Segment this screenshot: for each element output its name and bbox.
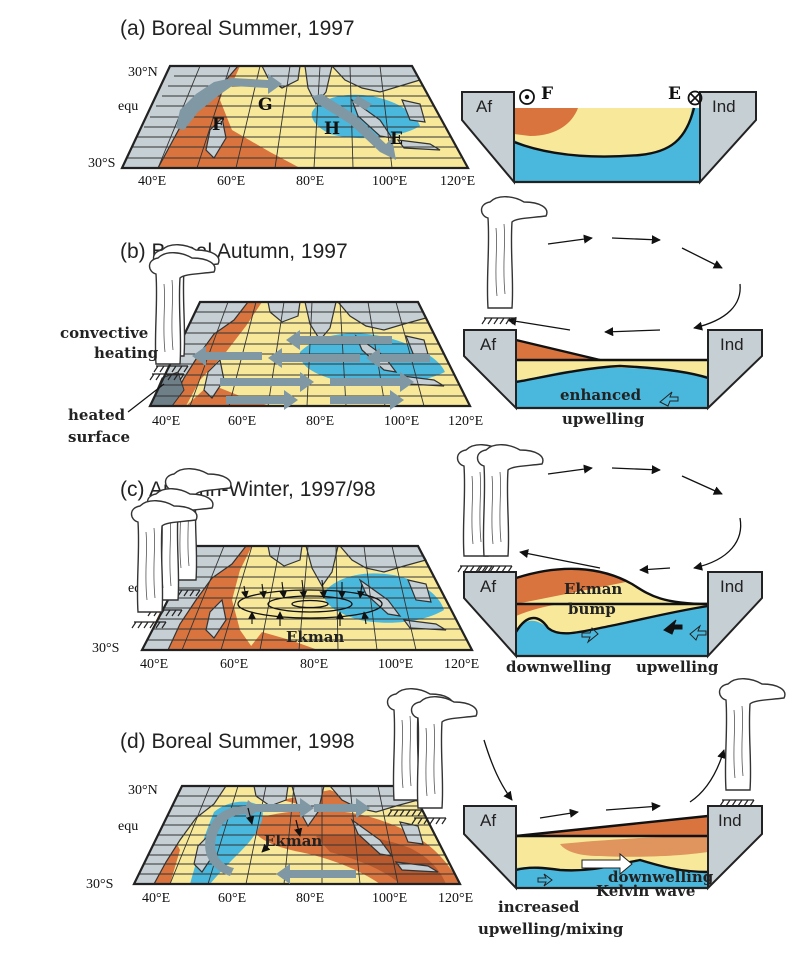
region-label-h: H: [324, 119, 340, 139]
panel-b-lon-120: 120°E: [448, 414, 483, 429]
region-label-g: G: [258, 95, 273, 115]
box-d-label-ind: Ind: [718, 811, 742, 830]
panel-c-map: Ekman: [140, 544, 474, 652]
annotation-ekman-c: Ekman: [286, 628, 344, 646]
panel-c-lat-30s: 30°S: [92, 641, 119, 656]
panel-c-section-box: Af Ind Ekman bump downwelling upwelling: [463, 567, 763, 676]
box-c-text-downwelling: downwelling: [506, 658, 612, 676]
box-a-marker-f: F: [541, 84, 553, 104]
panel-c-lon-100: 100°E: [378, 657, 413, 672]
downwelling-arrow-icon: [581, 627, 599, 644]
annotation-surface: surface: [68, 428, 130, 446]
panel-b: (b) Boreal Autumn, 1997: [60, 196, 763, 446]
box-d-label-af: Af: [480, 811, 496, 830]
panel-d-circulation: [483, 739, 727, 819]
box-c-label-ind: Ind: [720, 577, 744, 596]
region-label-f: F: [212, 115, 224, 135]
panel-b-circulation: [507, 234, 741, 337]
box-c-text-bump: bump: [568, 600, 616, 618]
box-a-label-ind: Ind: [712, 97, 736, 116]
panel-d: (d) Boreal Summer, 1998 30°N equ 30°S: [86, 678, 786, 938]
panel-c-circulation: [519, 464, 742, 574]
panel-a-lon-80: 80°E: [296, 174, 324, 189]
panel-d-lat-30n: 30°N: [128, 783, 158, 798]
box-d-text-kelvin-wave: Kelvin wave: [596, 882, 695, 900]
panel-a-title: (a) Boreal Summer, 1997: [120, 17, 355, 40]
panel-b-lon-40: 40°E: [152, 414, 180, 429]
box-c-text-ekman: Ekman: [564, 580, 622, 598]
upwelling-arrow-icon-filled: [663, 619, 683, 635]
panel-a-section-box: Af Ind F E: [461, 84, 757, 185]
panel-b-section-box: Af Ind enhanced upwelling: [463, 329, 763, 428]
box-c-text-upwelling: upwelling: [636, 658, 719, 676]
box-b-label-ind: Ind: [720, 335, 744, 354]
panel-d-lat-equ: equ: [118, 819, 138, 834]
box-d-text-downwelling: downwelling: [608, 868, 714, 886]
panel-a-lat-equ: equ: [118, 99, 138, 114]
panel-b-lon-80: 80°E: [306, 414, 334, 429]
region-label-e: E: [390, 129, 403, 149]
panel-d-lon-60: 60°E: [218, 891, 246, 906]
panel-c-lon-40: 40°E: [140, 657, 168, 672]
panel-d-lon-100: 100°E: [372, 891, 407, 906]
panel-a-lon-120: 120°E: [440, 174, 475, 189]
annotation-convective: convective: [60, 324, 148, 342]
box-a-marker-e: E: [668, 84, 681, 104]
box-b-label-af: Af: [480, 335, 496, 354]
upwelling-arrow-icon: [659, 391, 679, 407]
box-d-text-increased: increased: [498, 898, 580, 916]
panel-d-lon-80: 80°E: [296, 891, 324, 906]
into-page-icon: [687, 90, 703, 106]
box-b-text-enhanced: enhanced: [560, 386, 642, 404]
panel-d-lon-120: 120°E: [438, 891, 473, 906]
box-d-text-upwelling-mixing: upwelling/mixing: [478, 920, 624, 938]
panel-d-lat-30s: 30°S: [86, 877, 113, 892]
panel-a-lon-40: 40°E: [138, 174, 166, 189]
panel-b-lon-60: 60°E: [228, 414, 256, 429]
kelvin-wave-arrow-icon: [581, 852, 633, 876]
panel-c-lon-120: 120°E: [444, 657, 479, 672]
box-b-text-upwelling: upwelling: [562, 410, 645, 428]
upwelling-arrow-icon: [689, 624, 707, 641]
annotation-ekman-d: Ekman: [264, 832, 322, 850]
panel-c: (c) Autumn-Winter, 1997/98 equ 30°S: [92, 444, 763, 676]
panel-a-lon-60: 60°E: [217, 174, 245, 189]
box-a-label-af: Af: [476, 97, 492, 116]
panel-d-lon-40: 40°E: [142, 891, 170, 906]
annotation-heated: heated: [68, 406, 126, 424]
panel-a-map: F G H E: [120, 64, 470, 170]
panel-a: (a) Boreal Summer, 1997 30°N equ 30°S: [88, 17, 757, 189]
mixing-arrow-icon: [537, 873, 553, 887]
annotation-heating: heating: [94, 344, 159, 362]
panel-c-lon-60: 60°E: [220, 657, 248, 672]
panel-a-lat-30n: 30°N: [128, 65, 158, 80]
out-of-page-icon: [519, 89, 535, 105]
panel-a-lon-100: 100°E: [372, 174, 407, 189]
panel-b-map: [148, 300, 472, 410]
panel-d-title: (d) Boreal Summer, 1998: [120, 730, 355, 753]
panel-b-lon-100: 100°E: [384, 414, 419, 429]
panel-a-lat-30s: 30°S: [88, 156, 115, 171]
panel-d-section-box: Af Ind downwelling Kelvin wave increased…: [463, 805, 763, 938]
box-c-label-af: Af: [480, 577, 496, 596]
panel-d-map: Ekman: [132, 784, 462, 886]
panel-c-lon-80: 80°E: [300, 657, 328, 672]
